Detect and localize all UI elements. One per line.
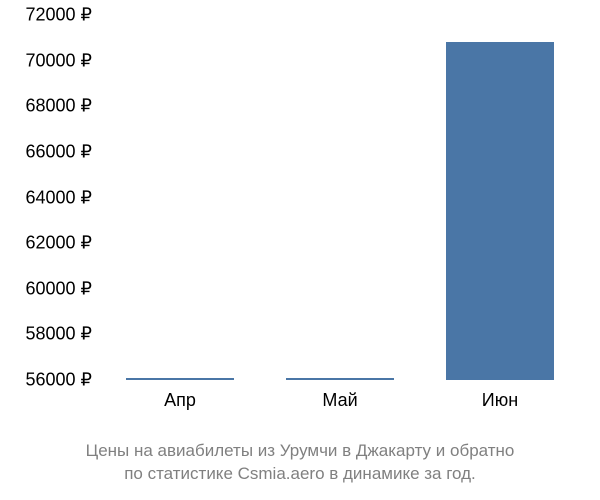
- y-tick-label: 70000 ₽: [25, 50, 92, 71]
- x-tick-label: Июн: [482, 390, 518, 411]
- bar: [446, 42, 555, 380]
- y-tick-label: 62000 ₽: [25, 233, 92, 254]
- y-tick-label: 68000 ₽: [25, 96, 92, 117]
- y-tick-label: 66000 ₽: [25, 141, 92, 162]
- chart-caption: Цены на авиабилеты из Урумчи в Джакарту …: [0, 440, 600, 486]
- y-tick-label: 72000 ₽: [25, 5, 92, 26]
- y-tick-label: 60000 ₽: [25, 278, 92, 299]
- y-tick-label: 58000 ₽: [25, 324, 92, 345]
- y-tick-label: 56000 ₽: [25, 370, 92, 391]
- bar: [126, 378, 235, 380]
- x-axis: Апр Май Июн: [100, 390, 580, 420]
- y-tick-label: 64000 ₽: [25, 187, 92, 208]
- price-chart: 56000 ₽ 58000 ₽ 60000 ₽ 62000 ₽ 64000 ₽ 66000…: [0, 0, 600, 440]
- x-tick-label: Апр: [164, 390, 196, 411]
- plot-area: [100, 0, 580, 380]
- y-axis: 56000 ₽ 58000 ₽ 60000 ₽ 62000 ₽ 64000 ₽ 66000…: [0, 0, 100, 400]
- bar: [286, 378, 395, 380]
- caption-line-2: по статистике Csmia.aero в динамике за г…: [0, 463, 600, 486]
- caption-line-1: Цены на авиабилеты из Урумчи в Джакарту …: [0, 440, 600, 463]
- x-tick-label: Май: [322, 390, 357, 411]
